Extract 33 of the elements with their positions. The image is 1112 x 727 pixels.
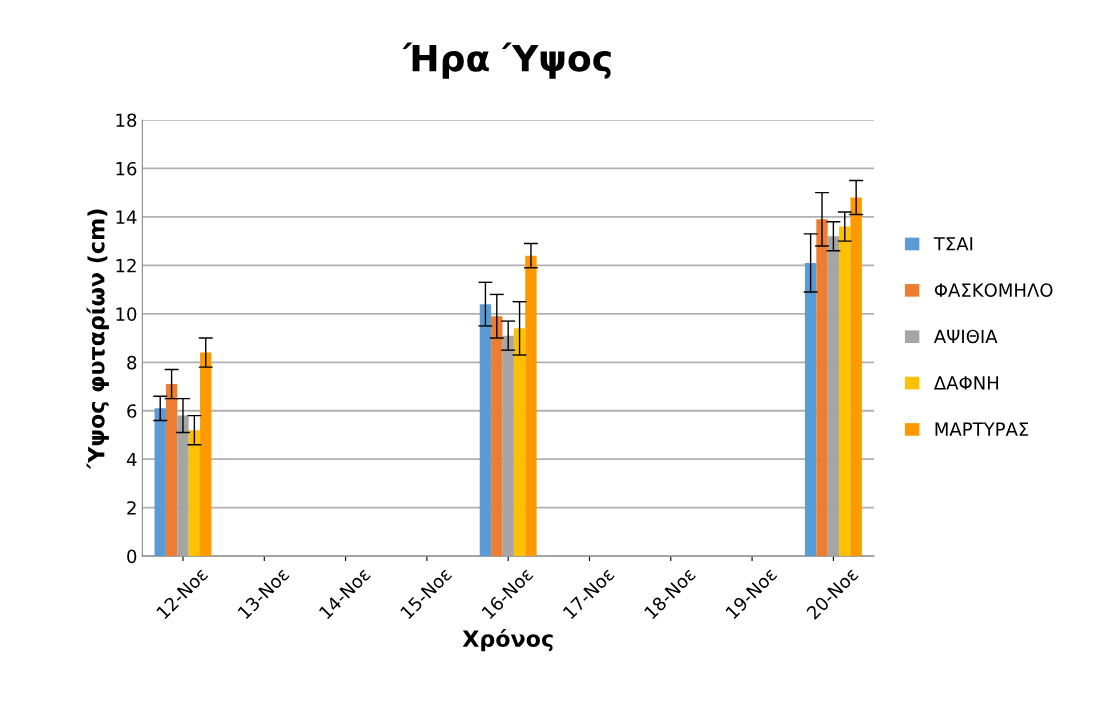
- x-axis-title: Χρόνος: [462, 628, 553, 652]
- y-tick-label: 0: [127, 549, 137, 564]
- chart-title: Ήρα Ύψος: [402, 42, 611, 79]
- bar: [804, 262, 817, 557]
- legend-label: ΑΨΙΘΙΑ: [933, 329, 998, 344]
- bar: [165, 384, 178, 557]
- bar: [850, 197, 862, 557]
- y-tick-label: 12: [116, 258, 136, 273]
- bar: [827, 236, 840, 557]
- bar: [491, 316, 503, 557]
- bar: [479, 304, 492, 557]
- bar: [839, 226, 851, 557]
- legend-label: ΦΑΣΚΟΜΗΛΟ: [934, 283, 1053, 297]
- bar: [188, 430, 201, 557]
- y-tick-label: 18: [116, 113, 137, 128]
- legend-label: ΜΑΡΤΥΡΑΣ: [935, 422, 1029, 436]
- y-tick-label: 16: [116, 161, 137, 176]
- y-tick-label: 6: [127, 404, 137, 418]
- legend-label: ΤΣΑΙ: [933, 237, 973, 251]
- bar: [513, 328, 526, 557]
- bar: [200, 352, 212, 557]
- y-axis-title: Ύψος φυταρίων (cm): [86, 209, 109, 470]
- y-tick-label: 2: [127, 501, 136, 515]
- bar: [502, 335, 514, 557]
- bar: [177, 415, 189, 557]
- bar: [816, 219, 828, 557]
- y-tick-label: 10: [116, 307, 137, 321]
- legend-label: ΔΑΦΝΗ: [933, 376, 999, 390]
- bar: [525, 255, 537, 557]
- y-tick-label: 4: [126, 452, 137, 467]
- y-tick-label: 8: [127, 355, 137, 370]
- bar: [154, 408, 166, 557]
- y-tick-label: 14: [116, 210, 137, 224]
